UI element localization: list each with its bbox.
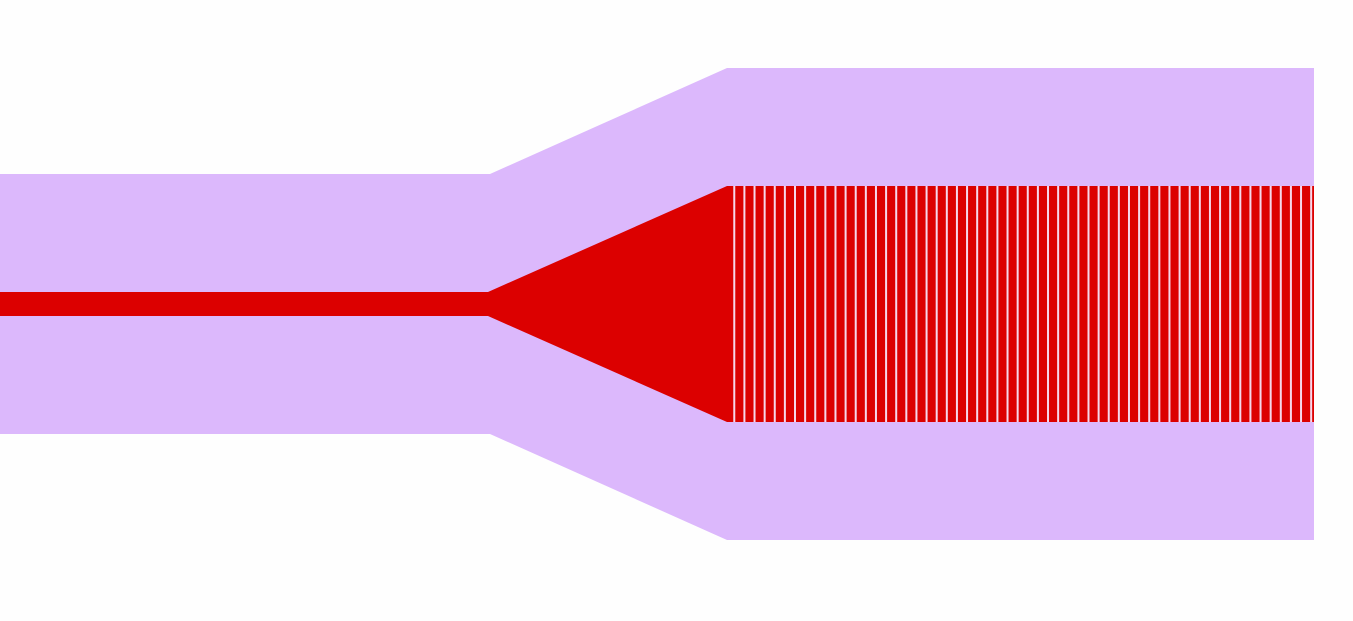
grating-gap-line bbox=[1198, 186, 1201, 422]
grating-gap-line bbox=[1067, 186, 1070, 422]
grating-gap-line bbox=[1138, 186, 1141, 422]
grating-gap-line bbox=[733, 186, 736, 422]
grating-gap-line bbox=[905, 186, 908, 422]
grating-gap-line bbox=[743, 186, 746, 422]
grating-gap-line bbox=[824, 186, 827, 422]
grating-gap-line bbox=[1259, 186, 1262, 422]
grating-gap-line bbox=[1269, 186, 1272, 422]
taper-core bbox=[488, 186, 727, 422]
grating-gap-line bbox=[794, 186, 796, 422]
grating-gap-line bbox=[976, 186, 979, 422]
grating-gap-line bbox=[753, 186, 756, 422]
grating-gap-line bbox=[1047, 186, 1050, 422]
grating-gap-line bbox=[1026, 186, 1029, 422]
grating-gap-line bbox=[1188, 186, 1191, 422]
grating-gap-line bbox=[966, 186, 969, 422]
grating-gap-line bbox=[1249, 186, 1252, 422]
grating-gap-line bbox=[915, 186, 918, 422]
grating-gap-line bbox=[1016, 186, 1019, 422]
grating-gap-line bbox=[804, 186, 807, 422]
grating-gap-line bbox=[895, 186, 898, 422]
grating-gap-line bbox=[1077, 186, 1080, 422]
grating-gap-line bbox=[935, 186, 938, 422]
grating-gap-line bbox=[1087, 186, 1090, 422]
grating-gap-line bbox=[1097, 186, 1100, 422]
grating-gap-line bbox=[814, 186, 817, 422]
grating-gap-line bbox=[1036, 186, 1039, 422]
grating-gap-line bbox=[925, 186, 928, 422]
grating-gap-line bbox=[854, 186, 857, 422]
grating-gap-line bbox=[885, 186, 888, 422]
grating-lines bbox=[733, 186, 1313, 422]
grating-gap-line bbox=[874, 186, 877, 422]
grating-gap-line bbox=[834, 186, 837, 422]
grating-gap-line bbox=[1158, 186, 1161, 422]
grating-gap-line bbox=[1289, 186, 1292, 422]
grating-gap-line bbox=[773, 186, 776, 422]
waveguide-core bbox=[0, 292, 492, 316]
grating-gap-line bbox=[1006, 186, 1009, 422]
grating-gap-line bbox=[1127, 186, 1130, 422]
grating-gap-line bbox=[1107, 186, 1110, 422]
grating-gap-line bbox=[986, 186, 989, 422]
grating-gap-line bbox=[1239, 186, 1242, 422]
grating-gap-line bbox=[763, 186, 766, 422]
grating-gap-line bbox=[1279, 186, 1282, 422]
grating-gap-line bbox=[1117, 186, 1120, 422]
grating-gap-line bbox=[783, 186, 786, 422]
grating-gap-line bbox=[996, 186, 999, 422]
grating-gap-line bbox=[1229, 186, 1232, 422]
grating-gap-line bbox=[1148, 186, 1151, 422]
grating-gap-line bbox=[1168, 186, 1171, 422]
grating-gap-line bbox=[1057, 186, 1060, 422]
grating-gap-line bbox=[1208, 186, 1211, 422]
grating-gap-line bbox=[1219, 186, 1222, 422]
grating-gap-line bbox=[1300, 186, 1303, 422]
grating-gap-line bbox=[864, 186, 867, 422]
grating-gap-line bbox=[955, 186, 958, 422]
grating-gap-line bbox=[1310, 186, 1313, 422]
grating-gap-line bbox=[844, 186, 847, 422]
grating-gap-line bbox=[945, 186, 948, 422]
grating-gap-line bbox=[1178, 186, 1181, 422]
